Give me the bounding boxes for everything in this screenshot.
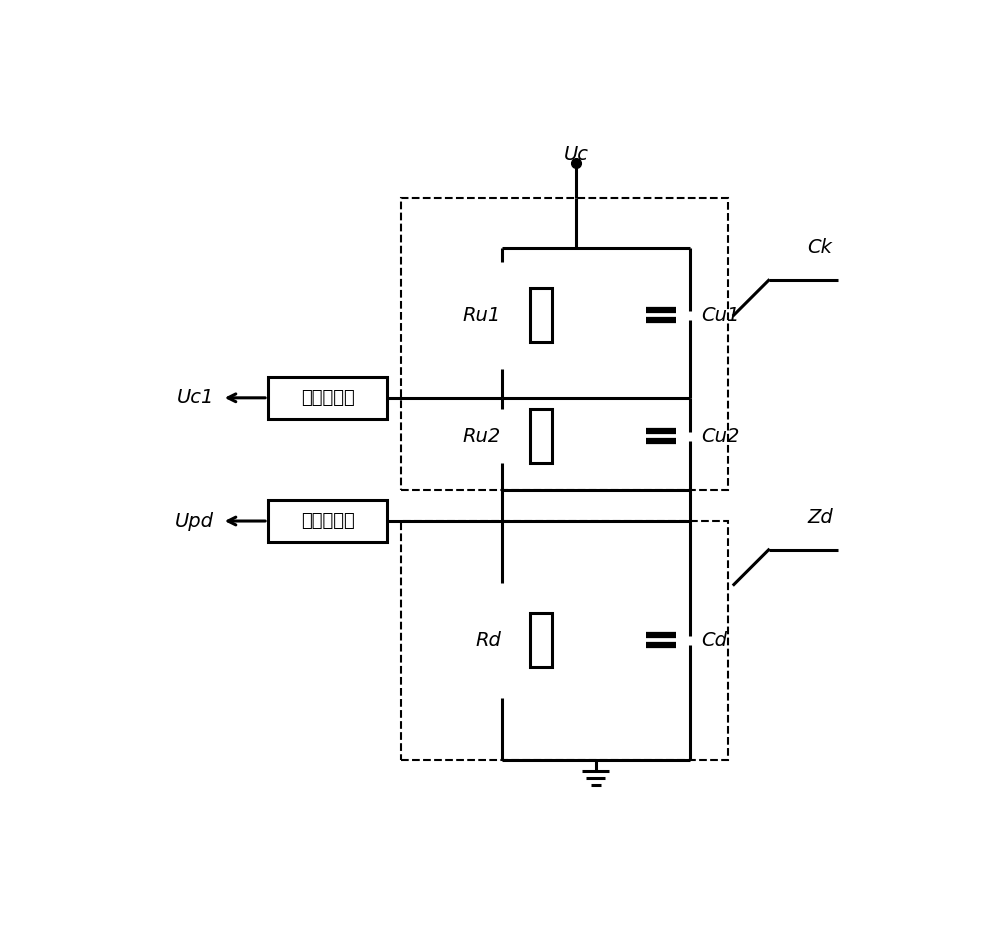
Bar [530,409,552,463]
Text: Ru2: Ru2 [463,427,501,446]
Text: Ru1: Ru1 [463,306,501,325]
Text: Cu2: Cu2 [701,427,740,446]
Bar [268,500,387,542]
Bar [530,614,552,667]
Text: Zd: Zd [807,508,833,527]
Bar [401,198,728,490]
Text: Cd: Cd [701,630,727,650]
Text: Upd: Upd [175,512,214,531]
Text: Cu1: Cu1 [701,306,740,325]
Bar [401,521,728,759]
Text: 低通滤波器: 低通滤波器 [301,389,355,407]
Text: Ck: Ck [807,238,832,257]
Text: Rd: Rd [475,630,501,650]
Bar [530,289,552,343]
Bar [268,376,387,419]
Text: Uc1: Uc1 [177,389,214,407]
Text: Uc: Uc [564,145,589,165]
Text: 带通滤波器: 带通滤波器 [301,512,355,530]
